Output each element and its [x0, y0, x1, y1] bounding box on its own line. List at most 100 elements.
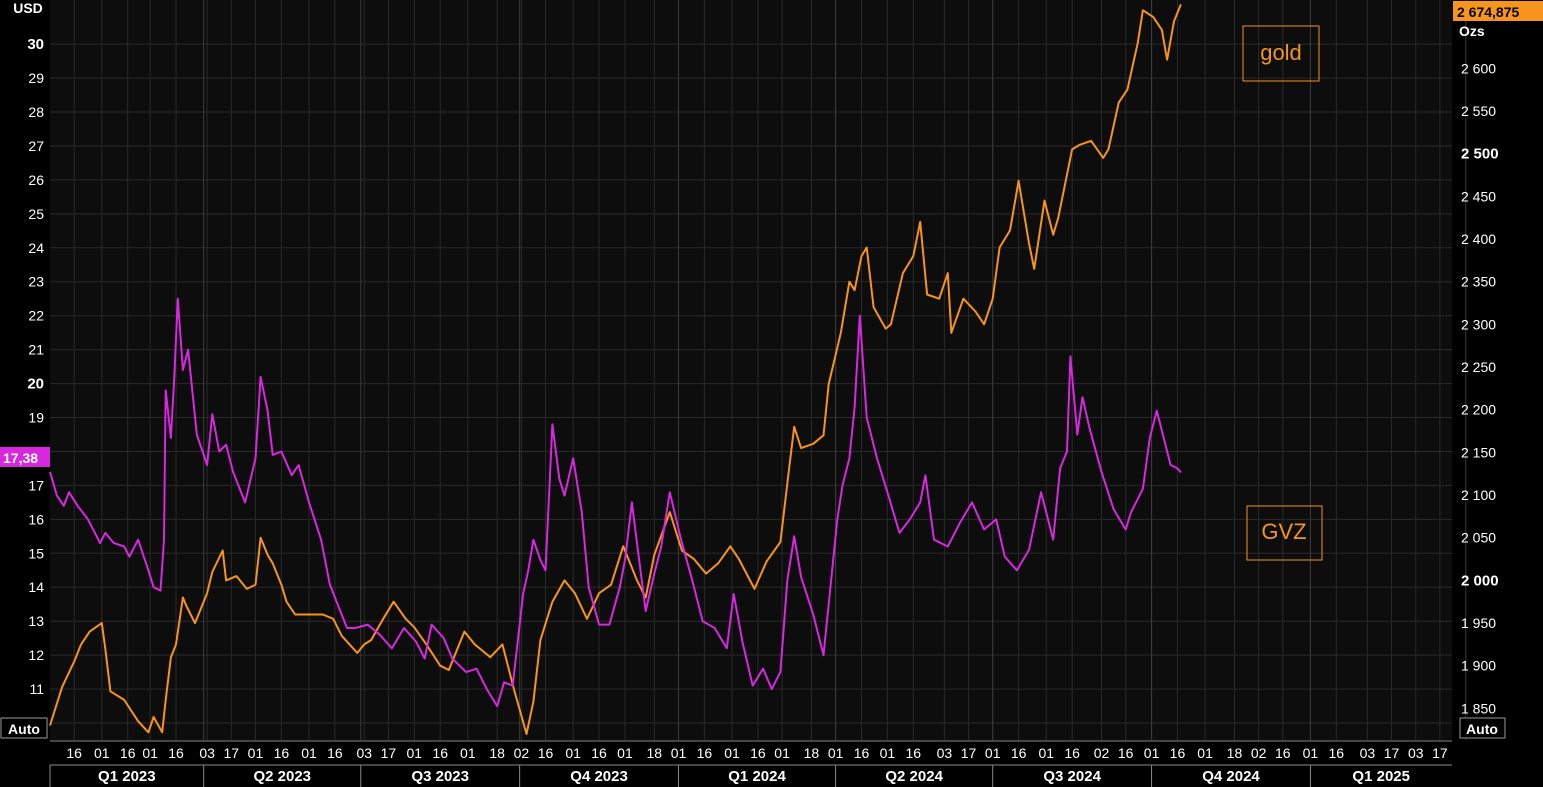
x-tick-label: 16: [906, 745, 922, 761]
left-tick-label: 21: [28, 342, 44, 358]
x-tick-label: 16: [750, 745, 766, 761]
x-tick-label: 18: [1227, 745, 1243, 761]
x-tick-label: 18: [804, 745, 820, 761]
left-tick-label: 14: [28, 579, 44, 595]
x-tick-label: 16: [854, 745, 870, 761]
left-tick-label: 30: [27, 36, 44, 53]
right-axis: Ozs 1 850 1 900 1 950 2 000 2 050 2 100 2 150 2…: [1459, 23, 1499, 716]
quarter-label: Q1 2023: [98, 768, 156, 785]
quarter-label: Q1 2025: [1352, 768, 1410, 785]
x-axis: 16 01 16 01 16 03 17 01 16 01 16 03 17 01 16 01 18 02 16 01…: [49, 740, 1452, 787]
left-auto-label: Auto: [8, 721, 40, 737]
x-tick-label: 01: [828, 745, 844, 761]
left-tick-label: 19: [28, 410, 44, 426]
quarter-label: Q1 2024: [728, 768, 786, 785]
x-tick-label: 01: [724, 745, 740, 761]
quarter-label: Q3 2023: [411, 768, 469, 785]
x-tick-label: 17: [961, 745, 977, 761]
x-tick-label: 01: [94, 745, 110, 761]
left-axis-unit: USD: [13, 0, 43, 16]
right-tick-label: 2 350: [1461, 274, 1496, 290]
series-line-gvz: [49, 297, 1182, 708]
right-tick-label: 2 100: [1461, 487, 1496, 503]
x-tick-label: 16: [432, 745, 448, 761]
right-last-value-tag: 2 674,875: [1453, 1, 1543, 21]
quarter-label: Q4 2023: [570, 768, 628, 785]
gold-annotation: gold: [1242, 25, 1320, 82]
x-tick-label: 01: [460, 745, 476, 761]
x-tick-label: 18: [647, 745, 663, 761]
right-axis-unit: Ozs: [1459, 23, 1485, 39]
left-auto-button[interactable]: Auto: [0, 717, 48, 739]
x-tick-label: 01: [142, 745, 158, 761]
x-tick-label: 03: [356, 745, 372, 761]
x-tick-label: 02: [514, 745, 530, 761]
left-tick-label: 28: [28, 104, 44, 120]
x-tick-label: 03: [1408, 745, 1424, 761]
left-last-value-tag: 17,38: [0, 447, 50, 467]
x-tick-label: 17: [224, 745, 240, 761]
quarter-label: Q2 2023: [253, 768, 311, 785]
right-tick-label: 2 050: [1461, 530, 1496, 546]
right-tick-label: 2 450: [1461, 188, 1496, 204]
x-tick-label: 02: [1251, 745, 1267, 761]
x-tick-label: 01: [565, 745, 581, 761]
x-tick-label: 16: [120, 745, 136, 761]
right-tick-label: 1 900: [1461, 658, 1496, 674]
x-tick-label: 01: [1144, 745, 1160, 761]
left-tick-label: 27: [28, 138, 44, 154]
x-tick-label: 01: [617, 745, 633, 761]
left-tick-label: 13: [28, 613, 44, 629]
x-tick-label: 18: [489, 745, 505, 761]
left-tick-label: 23: [28, 274, 44, 290]
x-tick-label: 01: [880, 745, 896, 761]
x-tick-label: 01: [774, 745, 790, 761]
left-tick-label: 11: [29, 681, 44, 697]
x-tick-label: 03: [199, 745, 215, 761]
gvz-annotation: GVZ: [1246, 505, 1323, 561]
right-auto-label: Auto: [1466, 721, 1498, 737]
left-tick-label: 22: [28, 308, 44, 324]
right-auto-button[interactable]: Auto: [1459, 717, 1506, 739]
right-tick-label: 1 950: [1461, 615, 1496, 631]
x-tick-label: 01: [671, 745, 687, 761]
plot-background: [50, 0, 1452, 740]
x-tick-label: 01: [1303, 745, 1319, 761]
x-tick-label: 16: [274, 745, 290, 761]
x-tick-label: 16: [1064, 745, 1080, 761]
x-tick-label: 17: [1432, 745, 1448, 761]
right-tick-label: 2 550: [1461, 103, 1496, 119]
right-tick-label: 1 850: [1461, 700, 1496, 716]
left-tick-label: 20: [27, 376, 44, 393]
x-tick-label: 01: [985, 745, 1001, 761]
gvz-annotation-label: GVZ: [1261, 519, 1306, 544]
right-tick-label: 2 000: [1461, 572, 1499, 589]
x-tick-label: 16: [1011, 745, 1027, 761]
series-line-gold: [49, 4, 1182, 735]
x-tick-label: 16: [66, 745, 82, 761]
right-tick-label: 2 150: [1461, 444, 1496, 460]
x-tick-label: 01: [248, 745, 264, 761]
x-tick-label: 16: [538, 745, 554, 761]
x-tick-label: 16: [327, 745, 343, 761]
right-tick-label: 2 250: [1461, 359, 1496, 375]
x-tick-label: 01: [301, 745, 317, 761]
x-tick-label: 16: [1329, 745, 1345, 761]
left-tick-label: 26: [28, 172, 44, 188]
right-tick-label: 2 200: [1461, 402, 1496, 418]
x-tick-label: 16: [1275, 745, 1291, 761]
gold-annotation-label: gold: [1260, 40, 1302, 65]
x-tick-label: 16: [591, 745, 607, 761]
left-tick-label: 12: [28, 647, 44, 663]
left-tick-label: 29: [28, 70, 44, 86]
left-tick-label: 24: [28, 240, 44, 256]
left-tick-label: 17: [28, 477, 44, 493]
x-tick-label: 01: [1038, 745, 1054, 761]
right-tick-label: 2 300: [1461, 316, 1496, 332]
series-layer: [49, 4, 1182, 735]
x-tick-label: 03: [937, 745, 953, 761]
x-tick-label: 17: [381, 745, 397, 761]
x-tick-label: 01: [407, 745, 423, 761]
right-last-value-label: 2 674,875: [1457, 4, 1519, 20]
